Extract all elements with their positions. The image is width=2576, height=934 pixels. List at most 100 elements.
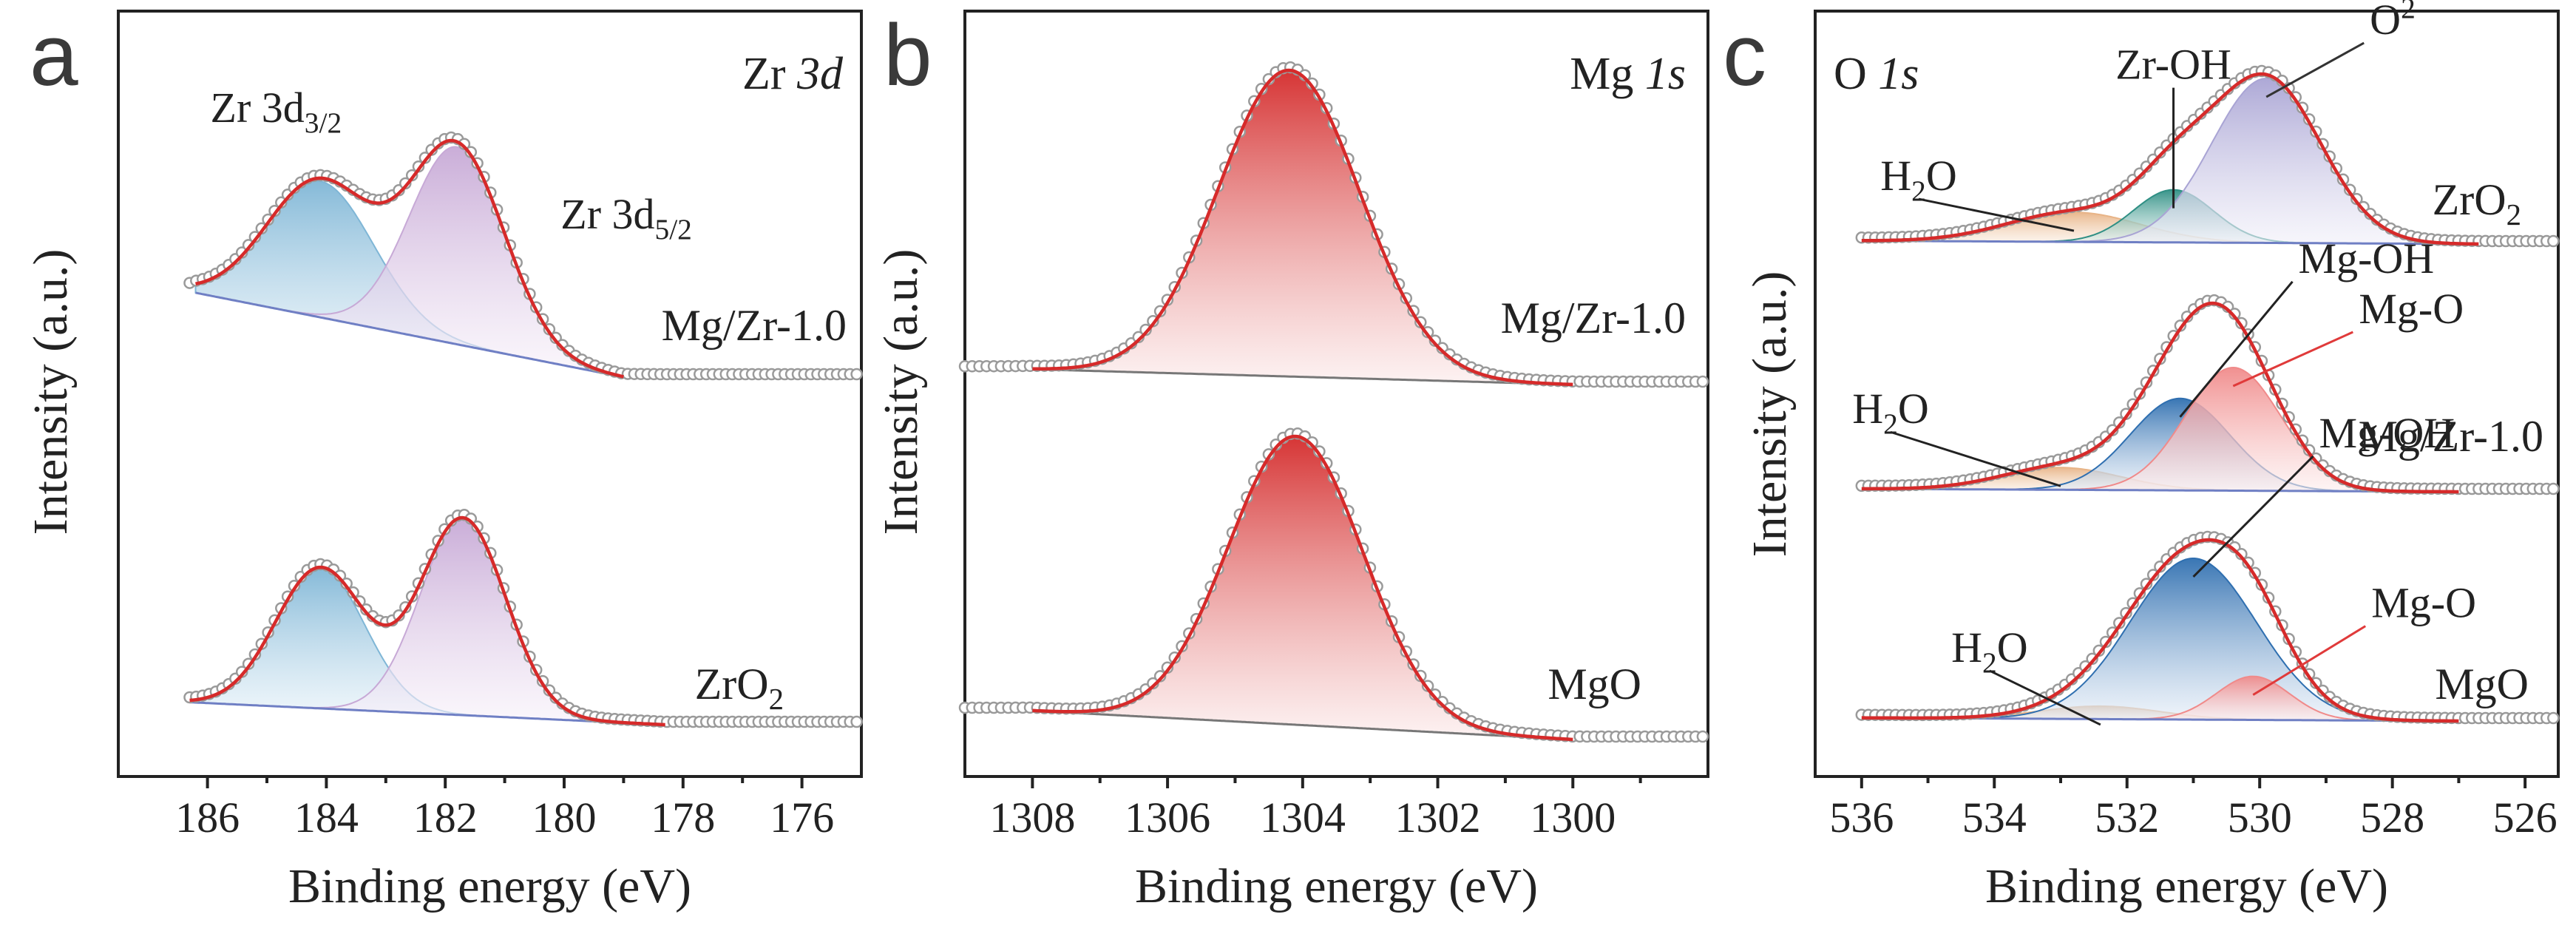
peak-label-part-0: O (2370, 0, 2401, 44)
x-axis-label: Binding energy (eV) (1985, 859, 2388, 913)
background-line (1032, 709, 1573, 741)
series-label: MgO (2435, 660, 2529, 708)
x-axis-label: Binding energy (eV) (288, 859, 691, 913)
peak-label-part-1: 2 (1911, 175, 1926, 207)
x-tick-label: 176 (770, 793, 834, 842)
panel-title-part-1: 1s (1645, 49, 1686, 99)
x-tick-label: 1300 (1530, 793, 1616, 842)
series-label: Mg/Zr-1.0 (2359, 412, 2543, 461)
data-point (1696, 375, 1709, 388)
fit-envelope (1861, 301, 2459, 494)
peak-label: Zr-OH (2115, 41, 2231, 89)
x-tick-label: 526 (2493, 793, 2558, 842)
x-tick-label: 184 (294, 793, 359, 842)
peak-label: H2O (1951, 623, 2028, 679)
label-arrow (2265, 41, 2365, 98)
peak-label: Mg-O (2359, 285, 2464, 333)
panel-title-part-0: Zr (742, 49, 797, 99)
fit-envelope (1032, 434, 1573, 742)
label-arrow (2179, 280, 2294, 418)
series-a-1: ZrO2 (183, 509, 863, 728)
plot-frame-c (1814, 10, 2560, 778)
x-tick-label: 532 (2095, 793, 2159, 842)
label-arrow (1890, 430, 2061, 487)
peak-label: Mg-OH (2299, 234, 2435, 282)
x-tick-label: 534 (1962, 793, 2027, 842)
peak-label: Mg-OH (2319, 409, 2455, 457)
y-axis-label: Intensity (a.u.) (1743, 271, 1797, 558)
series-b-0: Mg/Zr-1.0 (958, 61, 1709, 388)
background-line (195, 291, 624, 379)
fitted-peak-0 (1031, 69, 1574, 386)
background-line (1032, 368, 1573, 386)
y-axis-label: Intensity (a.u.) (874, 249, 928, 535)
peak-label-part-1: 3/2 (305, 106, 342, 139)
plot-frame-b (963, 10, 1709, 778)
x-tick-label: 1302 (1395, 793, 1481, 842)
fit-envelope (1861, 72, 2479, 246)
x-tick-label: 1306 (1125, 793, 1210, 842)
peak-label-part-1: 2 (1982, 646, 1997, 679)
series-label-part-1: 2 (769, 683, 784, 716)
x-tick-label: 536 (1829, 793, 1894, 842)
series-a-0: Mg/Zr-1.0Zr 3d3/2Zr 3d5/2 (183, 84, 863, 381)
peak-label-part-0: Zr 3d (211, 84, 305, 132)
peak-label: Zr 3d3/2 (211, 84, 342, 139)
series-label: MgO (1548, 660, 1641, 708)
x-tick-label: 1308 (989, 793, 1075, 842)
label-arrow (2192, 455, 2314, 578)
peak-label-part-2: O (1898, 385, 1929, 433)
data-point (1696, 730, 1709, 743)
panel-b: 1308 1306 1304 1302 1300 Binding energy (eV) I… (874, 7, 1709, 913)
peak-label-part-0: Zr 3d (560, 190, 654, 238)
panel-letter: a (30, 7, 78, 104)
fit-envelope (1032, 68, 1573, 387)
data-point (2547, 234, 2560, 248)
x-tick-label: 1304 (1260, 793, 1346, 842)
peak-label: H2O (1880, 152, 1957, 207)
series-label-part-1: 2 (2506, 198, 2521, 231)
peak-label: Zr 3d5/2 (560, 190, 692, 246)
y-axis-label: Intensity (a.u.) (24, 249, 78, 535)
series-label: ZrO2 (695, 660, 784, 716)
background-line (1861, 240, 2479, 246)
peak-label-part-1: 5/2 (655, 213, 692, 246)
x-tick-label: 182 (413, 793, 478, 842)
peak-label-part-2: O (1997, 623, 2028, 671)
x-tick-label: 530 (2228, 793, 2292, 842)
fit-envelope (1861, 538, 2459, 723)
label-arrow (1918, 197, 2075, 232)
series-label-part-0: ZrO (2433, 175, 2506, 224)
peak-label-part-0: Zr-OH (2115, 41, 2231, 89)
panel-letter: b (884, 7, 932, 104)
x-tick-label: 180 (532, 793, 597, 842)
peak-label-part-0: Mg-OH (2319, 409, 2455, 457)
panel-a: 186 184 182 180 178 176 Binding energy (eV) Int… (24, 7, 863, 913)
series-label: ZrO2 (2433, 175, 2521, 231)
panel-c: 536 534 532 530 528 526 Binding energy (eV) Int… (1723, 0, 2560, 913)
data-point (850, 368, 863, 381)
peak-label-part-1: 2 (1883, 407, 1898, 440)
series-label: Mg/Zr-1.0 (1501, 294, 1686, 342)
peak-label-part-1: 2- (2401, 0, 2425, 24)
panel-title-part-1: 1s (1878, 49, 1919, 99)
background-line (189, 701, 665, 726)
x-tick-label: 528 (2360, 793, 2424, 842)
label-arrow (2232, 331, 2353, 388)
data-point (2547, 482, 2560, 495)
label-arrow (1989, 669, 2101, 726)
panel-title-part-1: 3d (796, 49, 844, 99)
series-label: Mg/Zr-1.0 (662, 301, 847, 350)
x-axis-label: Binding energy (eV) (1135, 859, 1538, 913)
peak-label: H2O (1852, 385, 1929, 440)
fit-envelope (189, 515, 665, 727)
peak-label-part-0: Mg-O (2371, 579, 2476, 627)
plot-frame-a (117, 10, 863, 778)
fit-envelope (195, 138, 624, 379)
data-point (850, 715, 863, 728)
panel-title: O 1s (1834, 49, 1919, 99)
peak-label: Mg-O (2371, 579, 2476, 627)
peak-label-part-0: H (1951, 623, 1982, 671)
